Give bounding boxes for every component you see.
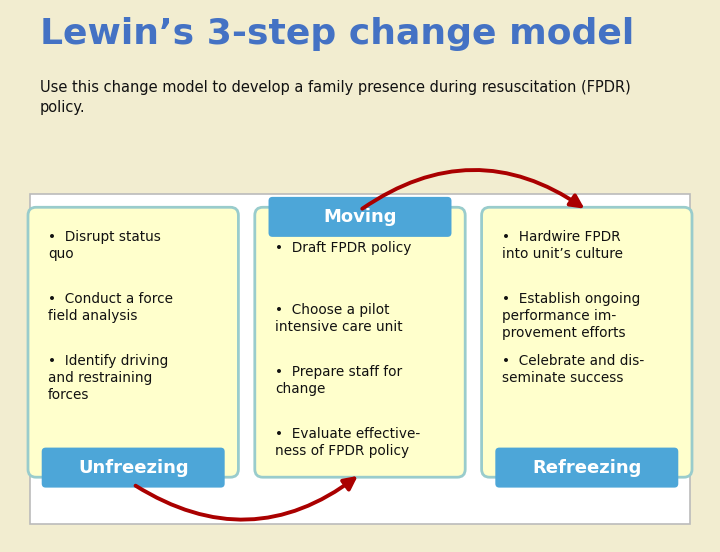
Text: •  Identify driving
and restraining
forces: • Identify driving and restraining force… [48, 354, 168, 402]
Text: •  Establish ongoing
performance im-
provement efforts: • Establish ongoing performance im- prov… [502, 292, 640, 340]
Text: Refreezing: Refreezing [532, 459, 642, 476]
Text: Lewin’s 3-step change model: Lewin’s 3-step change model [40, 17, 634, 51]
FancyArrowPatch shape [362, 170, 581, 209]
Text: •  Draft FPDR policy: • Draft FPDR policy [275, 241, 411, 255]
Text: •  Evaluate effective-
ness of FPDR policy: • Evaluate effective- ness of FPDR polic… [275, 427, 420, 458]
FancyBboxPatch shape [30, 194, 690, 524]
FancyBboxPatch shape [495, 448, 678, 487]
Text: •  Choose a pilot
intensive care unit: • Choose a pilot intensive care unit [275, 303, 402, 333]
Text: •  Hardwire FPDR
into unit’s culture: • Hardwire FPDR into unit’s culture [502, 230, 623, 261]
Text: •  Celebrate and dis-
seminate success: • Celebrate and dis- seminate success [502, 354, 644, 385]
Text: Unfreezing: Unfreezing [78, 459, 189, 476]
Text: •  Prepare staff for
change: • Prepare staff for change [275, 365, 402, 396]
Text: •  Conduct a force
field analysis: • Conduct a force field analysis [48, 292, 173, 323]
FancyArrowPatch shape [135, 479, 354, 519]
FancyBboxPatch shape [255, 208, 465, 477]
FancyBboxPatch shape [269, 197, 451, 237]
FancyBboxPatch shape [28, 208, 238, 477]
FancyBboxPatch shape [482, 208, 692, 477]
Text: Use this change model to develop a family presence during resuscitation (FPDR)
p: Use this change model to develop a famil… [40, 80, 631, 115]
Text: •  Disrupt status
quo: • Disrupt status quo [48, 230, 161, 261]
FancyBboxPatch shape [42, 448, 225, 487]
Text: Moving: Moving [323, 208, 397, 226]
